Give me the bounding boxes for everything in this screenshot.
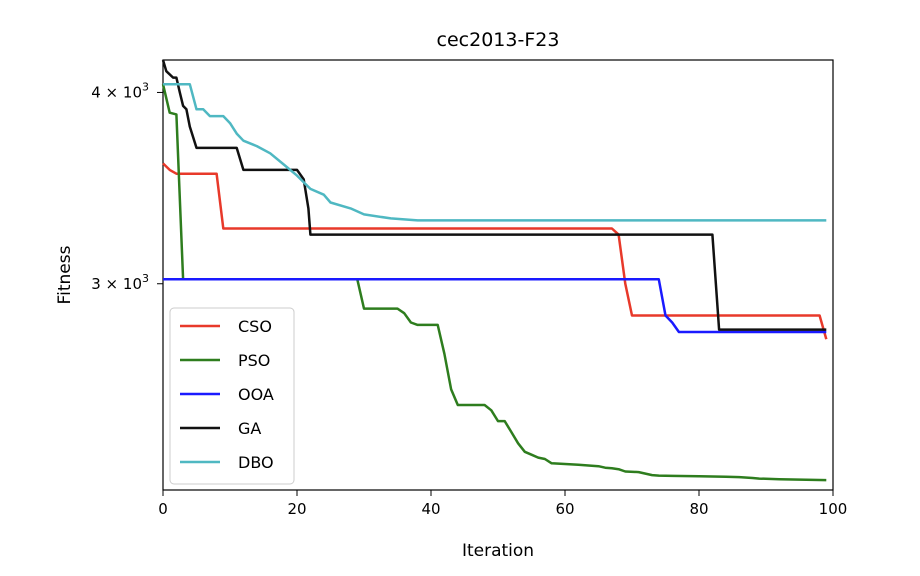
x-tick-label: 40 — [421, 500, 440, 518]
x-tick-label: 20 — [287, 500, 306, 518]
x-axis-title: Iteration — [462, 541, 534, 561]
series-lines — [161, 59, 828, 482]
legend-label-dbo: DBO — [238, 453, 274, 472]
legend: CSO PSO OOA GA DBO — [169, 307, 295, 485]
series-line-ga — [161, 59, 827, 331]
x-tick-label: 60 — [555, 500, 574, 518]
y-tick-label: 3 × 103 — [91, 272, 149, 293]
y-axis-title: Fitness — [55, 245, 75, 304]
legend-label-pso: PSO — [238, 351, 270, 370]
series-line-cso — [162, 162, 828, 340]
legend-label-ga: GA — [238, 419, 261, 438]
x-tick-label: 100 — [819, 500, 848, 518]
x-tick-label: 80 — [689, 500, 708, 518]
legend-label-cso: CSO — [238, 317, 272, 336]
x-tick-label: 0 — [158, 500, 168, 518]
series-line-ooa — [163, 278, 827, 334]
legend-label-ooa: OOA — [238, 385, 274, 404]
series-line-dbo — [163, 82, 827, 222]
y-tick-label: 4 × 103 — [91, 80, 149, 101]
series-line-pso — [161, 83, 827, 482]
chart-title: cec2013-F23 — [437, 29, 560, 51]
axis-ticks: 0 20 40 60 80 100 4 × 103 3 × 103 — [91, 80, 847, 518]
legend-box — [169, 307, 295, 485]
